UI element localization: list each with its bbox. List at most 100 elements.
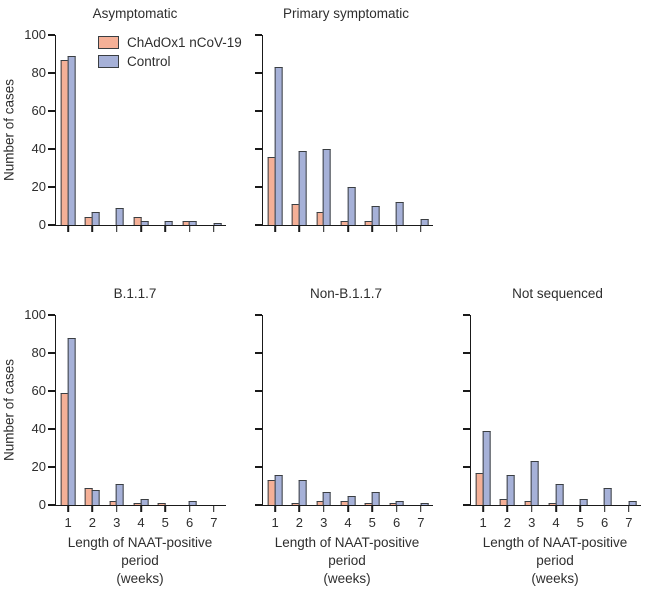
control-bar <box>579 499 588 505</box>
y-tick <box>255 110 262 112</box>
panel-title: Primary symptomatic <box>282 6 409 21</box>
x-tick <box>274 505 276 512</box>
control-bar <box>91 489 100 505</box>
y-tick <box>48 224 55 226</box>
x-axis-title-line2: (weeks) <box>116 571 164 586</box>
x-tick-label: 5 <box>576 515 584 530</box>
x-tick <box>420 225 422 232</box>
x-tick <box>530 505 533 512</box>
bar-group <box>548 484 564 505</box>
control-bar <box>213 223 222 225</box>
control-bar <box>188 221 197 225</box>
legend-item-control: Control <box>98 54 242 69</box>
control-bar <box>395 501 404 505</box>
x-tick <box>347 505 349 512</box>
control-bar <box>164 221 173 225</box>
control-bar <box>628 501 637 505</box>
bar-group <box>109 484 125 505</box>
bar-group <box>389 202 404 225</box>
control-bar <box>116 484 125 505</box>
panel-title: B.1.1.7 <box>113 286 157 301</box>
control-bar <box>420 219 429 225</box>
panel-asymptomatic: Asymptomatic Number of cases ChAdOx1 nCo… <box>0 6 242 252</box>
y-tick <box>255 186 262 188</box>
y-tick-label: 0 <box>38 497 46 512</box>
bar-group <box>475 430 491 505</box>
x-tick-label: 4 <box>552 515 560 530</box>
control-bar <box>323 149 332 225</box>
x-tick <box>91 225 94 232</box>
bar-group <box>60 55 76 225</box>
y-tick-label: 60 <box>31 103 46 118</box>
control-bar <box>188 501 197 505</box>
bar-group <box>500 474 515 505</box>
x-tick <box>603 505 606 512</box>
y-tick-label: 0 <box>38 217 46 232</box>
x-tick <box>628 505 630 512</box>
control-bar <box>371 206 380 225</box>
x-tick-label: 6 <box>185 515 194 530</box>
y-tick <box>255 148 262 150</box>
y-tick <box>463 466 470 468</box>
control-bar <box>91 211 100 225</box>
control-bar <box>347 187 356 225</box>
bar-group <box>267 67 283 225</box>
y-tick <box>255 224 262 226</box>
bar-group <box>364 491 380 505</box>
bar-group <box>364 206 380 225</box>
y-axis-title: Number of cases <box>1 78 17 182</box>
x-tick <box>115 225 118 232</box>
plot-primary-symptomatic <box>255 34 433 232</box>
bar-group <box>85 487 100 505</box>
y-tick <box>48 72 55 74</box>
plot-b117: Number of cases 0 20 40 60 80 100 1 2 3 4 5 6 7 <box>2 308 226 530</box>
y-tick <box>255 428 262 430</box>
x-tick-label: 4 <box>344 515 352 530</box>
bar-group <box>60 337 76 505</box>
x-tick-label: 5 <box>161 515 169 530</box>
x-tick-label: 3 <box>320 515 328 530</box>
plot-asymptomatic: Number of cases ChAdOx1 nCoV-19 Control … <box>2 28 242 232</box>
bar-group <box>524 461 540 505</box>
x-tick <box>371 505 374 512</box>
bar-group <box>340 495 356 505</box>
y-tick <box>48 352 55 354</box>
x-tick <box>298 505 301 512</box>
x-axis-title-line1: Length of NAAT-positive period <box>67 535 213 568</box>
control-bar <box>116 207 125 225</box>
bar-group <box>85 211 100 225</box>
panel-primary-symptomatic: Primary symptomatic <box>215 6 433 252</box>
control-bar <box>274 67 283 225</box>
y-tick-label: 40 <box>31 141 46 156</box>
x-tick-label: 7 <box>417 515 425 530</box>
x-tick <box>91 505 94 512</box>
y-tick <box>463 314 470 316</box>
x-tick <box>213 505 215 512</box>
vaccine-swatch <box>98 36 119 49</box>
legend: ChAdOx1 nCoV-19 Control <box>98 35 242 73</box>
x-tick-label: 2 <box>88 515 97 530</box>
x-axis-title: Length of NAAT-positive period (weeks) <box>262 534 432 588</box>
y-tick <box>48 186 55 188</box>
y-tick-label: 20 <box>31 179 46 194</box>
panel-b117: B.1.1.7 Number of cases 0 20 40 60 80 100 1 2 3 4… <box>0 252 226 590</box>
x-axis-title: Length of NAAT-positive period (weeks) <box>470 534 640 588</box>
panel-title: Asymptomatic <box>92 6 178 21</box>
bar-group <box>573 499 588 505</box>
y-tick <box>48 110 55 112</box>
legend-label: Control <box>127 54 171 69</box>
y-tick <box>48 428 55 430</box>
y-tick <box>255 504 262 506</box>
y-tick <box>48 34 55 36</box>
y-tick <box>255 352 262 354</box>
x-tick-label: 6 <box>600 515 609 530</box>
x-tick <box>555 505 557 512</box>
y-tick-label: 80 <box>31 345 46 360</box>
control-bar <box>140 221 149 225</box>
x-tick <box>164 505 167 512</box>
panel-title: Non-B.1.1.7 <box>309 286 383 301</box>
bar-group <box>413 503 429 505</box>
x-tick <box>579 505 582 512</box>
control-swatch <box>98 55 119 68</box>
control-bar <box>371 491 380 505</box>
